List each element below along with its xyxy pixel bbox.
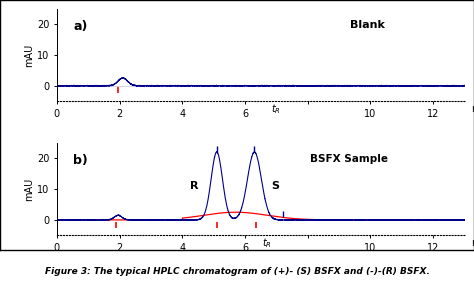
Text: b): b) <box>73 154 88 167</box>
Text: R: R <box>190 181 199 191</box>
Text: Blank: Blank <box>350 20 385 30</box>
Text: mins: mins <box>471 238 474 248</box>
Text: a): a) <box>73 20 88 33</box>
Text: Figure 3: The typical HPLC chromatogram of (+)- (S) BSFX and (-)-(R) BSFX.: Figure 3: The typical HPLC chromatogram … <box>45 267 429 276</box>
Text: BSFX Sample: BSFX Sample <box>310 154 388 164</box>
Y-axis label: mAU: mAU <box>24 43 34 67</box>
Text: $t_R$: $t_R$ <box>262 236 272 250</box>
Text: mins: mins <box>471 104 474 114</box>
Text: $t_R$: $t_R$ <box>272 102 281 116</box>
Text: S: S <box>272 181 280 191</box>
Y-axis label: mAU: mAU <box>24 177 34 201</box>
